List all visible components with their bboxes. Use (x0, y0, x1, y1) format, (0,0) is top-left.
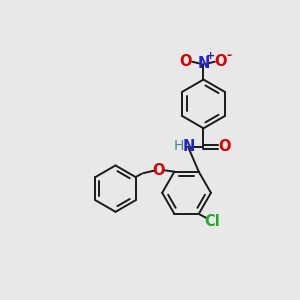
Text: O: O (153, 163, 165, 178)
Text: -: - (226, 49, 231, 62)
Text: O: O (180, 54, 192, 69)
Text: Cl: Cl (204, 214, 220, 229)
Text: +: + (206, 51, 216, 62)
Text: N: N (182, 139, 194, 154)
Text: H: H (174, 139, 184, 153)
Text: O: O (214, 54, 227, 69)
Text: N: N (198, 56, 210, 71)
Text: O: O (218, 139, 231, 154)
